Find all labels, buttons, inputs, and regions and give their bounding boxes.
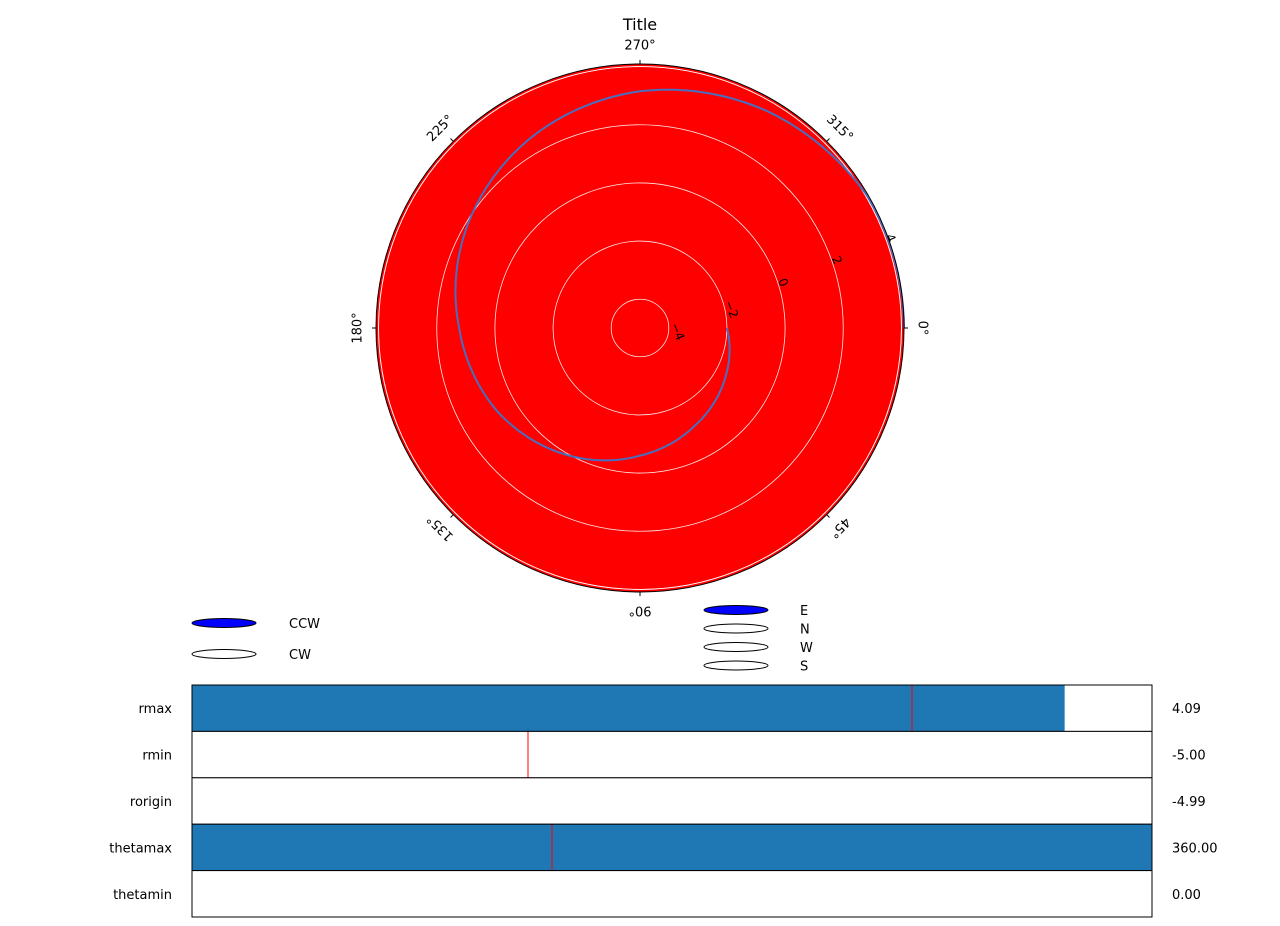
slider-panel: rmax 4.09 rmin -5.00 rorigin -4.99 thetamax 360… (109, 684, 1218, 918)
slider-value: -4.99 (1172, 795, 1206, 810)
angle-tick (450, 138, 454, 142)
slider-value: 0.00 (1172, 888, 1201, 903)
radio-label: CW (289, 648, 311, 663)
radial-gridline (436, 124, 844, 532)
angle-tick-label: 0° (915, 321, 930, 336)
slider-track[interactable] (192, 870, 1152, 917)
slider-track[interactable] (192, 777, 1152, 825)
slider-value: -5.00 (1172, 749, 1206, 764)
radial-gridline (494, 182, 786, 474)
angle-tick (826, 514, 830, 518)
slider-rmax[interactable]: rmax 4.09 (139, 684, 1201, 732)
angle-tick-label: 180° (351, 312, 366, 343)
slider-fill[interactable] (192, 824, 1152, 871)
radio-location-option-n[interactable]: N (703, 623, 810, 638)
radio-button-circle[interactable] (191, 618, 257, 628)
slider-rmin[interactable]: rmin -5.00 (142, 730, 1206, 779)
radio-location-option-s[interactable]: S (703, 660, 808, 675)
angle-tick-label: 270° (624, 39, 655, 54)
angle-tick (826, 138, 830, 142)
radio-label: S (800, 660, 808, 675)
radio-button-circle[interactable] (191, 649, 257, 659)
slider-label: rmin (142, 749, 172, 764)
radio-label: E (800, 604, 808, 619)
radio-direction-option-ccw[interactable]: CCW (191, 617, 320, 632)
slider-value: 360.00 (1172, 841, 1218, 856)
radio-label: N (800, 623, 810, 638)
radial-tick-label: −2 (722, 299, 742, 321)
angle-tick (450, 514, 454, 518)
radio-direction-group: CCW CW (191, 617, 320, 663)
chart-title: Title (622, 15, 657, 34)
slider-value: 4.09 (1172, 702, 1201, 717)
radio-label: W (800, 641, 813, 656)
radial-gridline (610, 298, 670, 358)
radio-direction-option-cw[interactable]: CW (191, 648, 311, 663)
radio-label: CCW (289, 617, 320, 632)
radial-tick-label: −4 (668, 321, 688, 343)
radio-button-circle[interactable] (703, 623, 769, 634)
slider-thetamin[interactable]: thetamin 0.00 (113, 870, 1201, 918)
radial-gridline-outer (378, 66, 902, 590)
slider-label: rmax (139, 702, 173, 717)
radio-button-circle[interactable] (703, 642, 769, 652)
radio-button-circle[interactable] (703, 605, 769, 615)
slider-fill[interactable] (192, 685, 1065, 732)
slider-label: rorigin (130, 795, 172, 810)
slider-thetamax[interactable]: thetamax 360.00 (109, 823, 1218, 872)
slider-label: thetamax (109, 841, 172, 856)
slider-border (191, 870, 1153, 918)
radio-location-option-w[interactable]: W (703, 641, 813, 656)
radio-button-circle[interactable] (703, 660, 769, 671)
angle-tick-label: 45° (826, 514, 853, 541)
series-line (454, 88, 905, 462)
angle-tick-label: 90° (628, 603, 651, 618)
slider-label: thetamin (113, 888, 172, 903)
slider-rorigin[interactable]: rorigin -4.99 (130, 777, 1206, 825)
polar-background (376, 64, 904, 592)
radio-location-option-e[interactable]: E (703, 604, 808, 619)
slider-track[interactable] (192, 731, 1152, 778)
